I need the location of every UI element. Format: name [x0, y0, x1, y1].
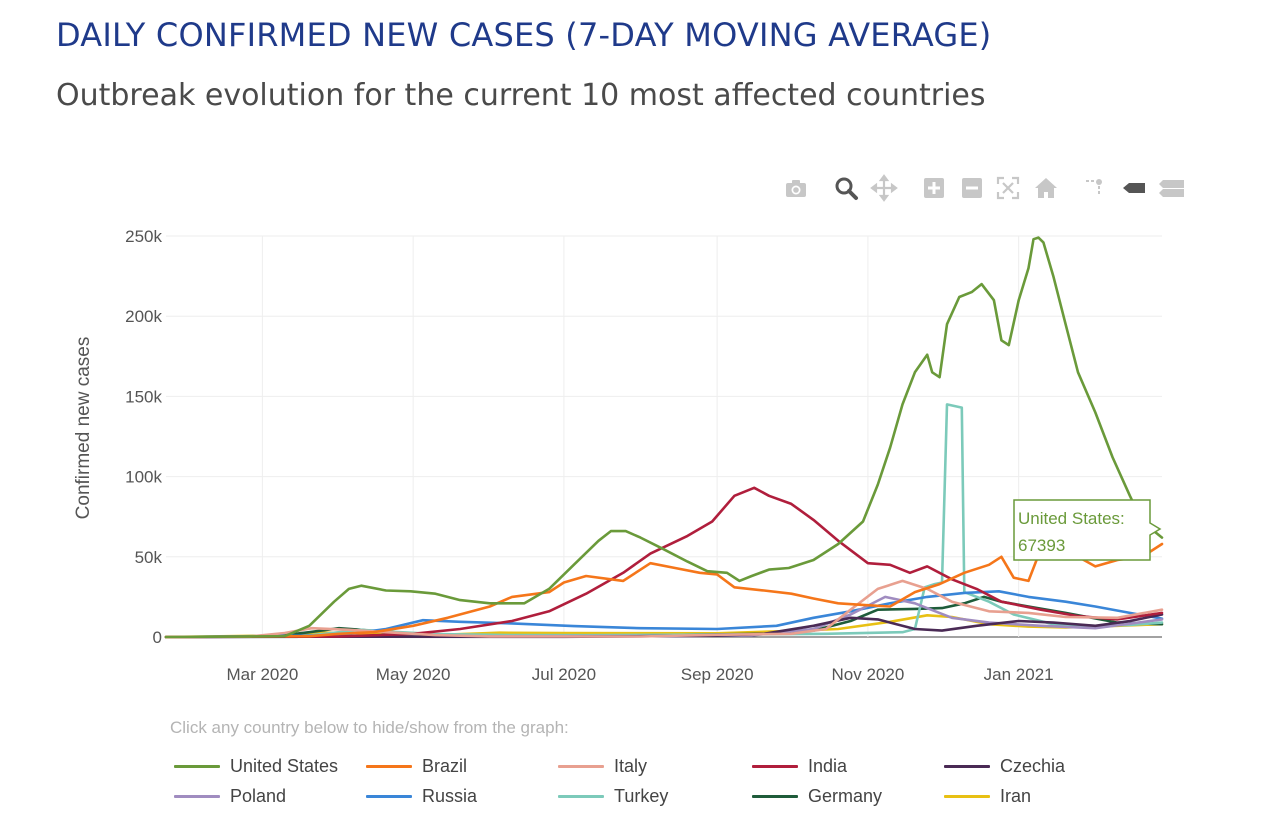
legend-item-poland[interactable]: Poland [174, 783, 286, 809]
hover-tooltip: United States: 67393 [1013, 499, 1162, 561]
series-lines[interactable] [164, 236, 1164, 639]
series-line-india[interactable] [164, 486, 1164, 639]
series-line-italy[interactable] [164, 579, 1164, 639]
y-axis-ticks: 0 50k 100k 150k 200k 250k [125, 227, 162, 647]
camera-icon[interactable] [782, 174, 810, 202]
page-title: DAILY CONFIRMED NEW CASES (7-DAY MOVING … [56, 16, 992, 54]
x-tick-label: Mar 2020 [226, 665, 298, 684]
legend-hint: Click any country below to hide/show fro… [170, 718, 569, 737]
y-tick-label: 150k [125, 387, 162, 406]
legend-item-italy[interactable]: Italy [558, 753, 647, 779]
tooltip-value: 67393 [1018, 536, 1065, 555]
legend-swatch [944, 764, 990, 768]
legend-item-germany[interactable]: Germany [752, 783, 882, 809]
x-tick-label: May 2020 [376, 665, 451, 684]
zoom-out-icon[interactable] [958, 174, 986, 202]
legend-label: Turkey [614, 785, 669, 806]
y-tick-label: 50k [135, 548, 163, 567]
y-tick-label: 100k [125, 468, 162, 487]
legend-swatch [174, 764, 220, 768]
legend-item-iran[interactable]: Iran [944, 783, 1031, 809]
tooltip-label: United States: [1018, 509, 1125, 528]
page-subtitle: Outbreak evolution for the current 10 mo… [56, 78, 986, 113]
legend-swatch [558, 764, 604, 768]
legend-item-india[interactable]: India [752, 753, 847, 779]
legend-label: Czechia [1000, 755, 1066, 776]
legend-swatch [558, 794, 604, 798]
series-line-turkey[interactable] [164, 403, 1164, 639]
spike-lines-icon[interactable] [1082, 174, 1110, 202]
y-tick-label: 200k [125, 307, 162, 326]
legend-label: Russia [422, 785, 478, 806]
legend-item-turkey[interactable]: Turkey [558, 783, 668, 809]
legend-swatch [366, 794, 412, 798]
legend-label: Iran [1000, 785, 1032, 806]
x-tick-label: Jan 2021 [984, 665, 1054, 684]
legend-item-brazil[interactable]: Brazil [366, 753, 467, 779]
legend-label: United States [230, 755, 339, 776]
legend-item-united-states[interactable]: United States [174, 753, 338, 779]
line-chart[interactable]: 0 50k 100k 150k 200k 250k Mar 2020 May 2020 Jul… [0, 0, 1280, 720]
legend-item-russia[interactable]: Russia [366, 783, 477, 809]
legend-swatch [366, 764, 412, 768]
x-tick-label: Jul 2020 [532, 665, 596, 684]
hover-closest-icon[interactable] [1120, 174, 1148, 202]
chart-legend: United States Brazil Italy India Czechia Pola… [174, 753, 1174, 823]
legend-label: Brazil [422, 755, 468, 776]
legend-swatch [174, 794, 220, 798]
y-axis-label: Confirmed new cases [73, 337, 94, 520]
reset-axes-icon[interactable] [1032, 174, 1060, 202]
legend-swatch [752, 764, 798, 768]
pan-icon[interactable] [870, 174, 898, 202]
legend-label: Germany [808, 785, 883, 806]
x-tick-label: Nov 2020 [832, 665, 905, 684]
legend-swatch [752, 794, 798, 798]
zoom-icon[interactable] [832, 174, 860, 202]
legend-label: India [808, 755, 848, 776]
x-axis-ticks: Mar 2020 May 2020 Jul 2020 Sep 2020 Nov 2020… [226, 665, 1053, 684]
x-tick-label: Sep 2020 [681, 665, 754, 684]
legend-swatch [944, 794, 990, 798]
zoom-in-icon[interactable] [920, 174, 948, 202]
legend-label: Poland [230, 785, 287, 806]
series-line-united-states[interactable] [164, 236, 1164, 639]
autoscale-icon[interactable] [994, 174, 1022, 202]
legend-label: Italy [614, 755, 648, 776]
tooltip-box [1013, 499, 1162, 561]
y-tick-label: 250k [125, 227, 162, 246]
legend-item-czechia[interactable]: Czechia [944, 753, 1065, 779]
hover-compare-icon[interactable] [1156, 174, 1184, 202]
y-tick-label: 0 [153, 628, 162, 647]
